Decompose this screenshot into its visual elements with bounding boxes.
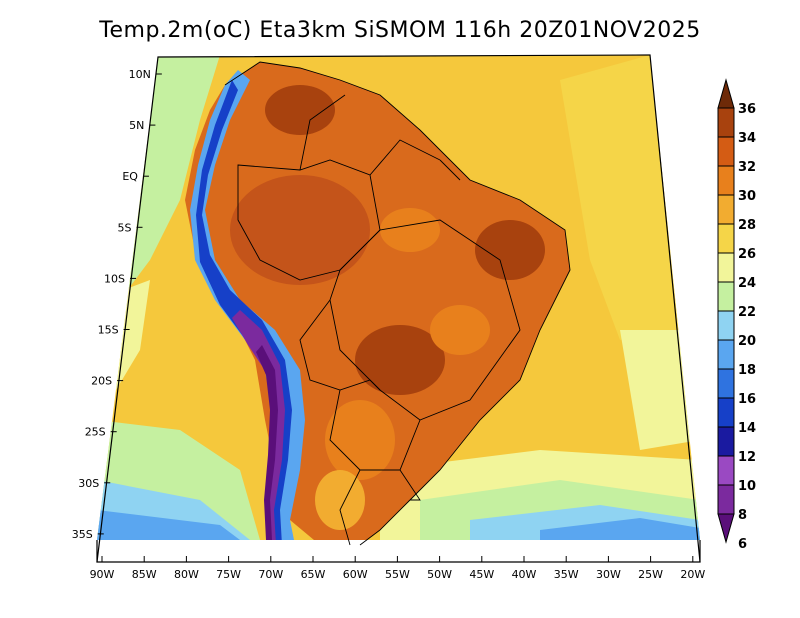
- lat-tick-label: 5S: [118, 221, 132, 234]
- latitude-axis: 10N 5N EQ 5S 10S 15S 20S 25S 30S 35S: [72, 68, 162, 541]
- colorbar-label: 8: [738, 508, 747, 523]
- colorbar-label: 34: [738, 131, 756, 146]
- lon-tick-label: 50W: [427, 568, 452, 581]
- colorbar-segment: [717, 252, 735, 283]
- colorbar-segment: [717, 194, 735, 225]
- colorbar-segment: [717, 397, 735, 428]
- lon-tick-label: 80W: [174, 568, 199, 581]
- lon-tick-label: 75W: [216, 568, 241, 581]
- lat-tick-label: 20S: [91, 375, 112, 388]
- colorbar: 36 34 32 30 28 26 24 22 20 18 16 14 12 10 8 6: [717, 78, 756, 552]
- lon-tick-label: 70W: [258, 568, 283, 581]
- colorbar-segment: [717, 339, 735, 370]
- colorbar-label: 6: [738, 537, 747, 552]
- lon-tick-label: 45W: [469, 568, 494, 581]
- lon-tick-label: 25W: [638, 568, 663, 581]
- colorbar-segment: [717, 107, 735, 138]
- colorbar-segment: [717, 165, 735, 196]
- colorbar-label: 20: [738, 334, 756, 349]
- colorbar-label: 12: [738, 450, 756, 465]
- lat-tick-label: 30S: [78, 477, 99, 490]
- colorbar-label: 26: [738, 247, 756, 262]
- lon-tick-label: 30W: [596, 568, 621, 581]
- lat-tick-label: EQ: [122, 170, 138, 183]
- colorbar-label: 10: [738, 479, 756, 494]
- lat-tick-label: 10S: [104, 272, 125, 285]
- colorbar-segment: [717, 484, 735, 515]
- colorbar-label: 16: [738, 392, 756, 407]
- lon-tick-label: 60W: [343, 568, 368, 581]
- colorbar-label: 30: [738, 189, 756, 204]
- colorbar-segment: [717, 426, 735, 457]
- country-borders: [224, 61, 571, 546]
- colorbar-label: 24: [738, 276, 756, 291]
- colorbar-segment: [717, 281, 735, 312]
- lon-tick-label: 85W: [132, 568, 157, 581]
- longitude-axis: 90W 85W 80W 75W 70W 65W 60W 55W 50W 45W 40W 35W 30W 2…: [90, 556, 705, 581]
- lat-tick-label: 35S: [72, 528, 93, 541]
- colorbar-top-arrow: [717, 78, 735, 109]
- colorbar-segment: [717, 455, 735, 486]
- temperature-field: [97, 55, 700, 540]
- lon-tick-label: 40W: [512, 568, 537, 581]
- lon-tick-label: 55W: [385, 568, 410, 581]
- colorbar-label: 36: [738, 102, 756, 117]
- lon-tick-label: 35W: [554, 568, 579, 581]
- lon-tick-label: 65W: [301, 568, 326, 581]
- colorbar-label: 32: [738, 160, 756, 175]
- colorbar-label: 18: [738, 363, 756, 378]
- colorbar-label: 28: [738, 218, 756, 233]
- lat-tick-label: 15S: [98, 324, 119, 337]
- colorbar-segment: [717, 368, 735, 399]
- lon-tick-label: 20W: [680, 568, 705, 581]
- colorbar-bottom-arrow: [717, 513, 735, 544]
- lat-tick-label: 25S: [85, 426, 106, 439]
- colorbar-segment: [717, 310, 735, 341]
- colorbar-label: 14: [738, 421, 756, 436]
- colorbar-segment: [717, 223, 735, 254]
- colorbar-segment: [717, 136, 735, 167]
- lat-tick-label: 10N: [129, 68, 151, 81]
- lon-tick-label: 90W: [90, 568, 115, 581]
- lat-tick-label: 5N: [129, 119, 144, 132]
- map-title: Temp.2m(oC) Eta3km SiSMOM 116h 20Z01NOV2…: [99, 18, 701, 43]
- colorbar-label: 22: [738, 305, 756, 320]
